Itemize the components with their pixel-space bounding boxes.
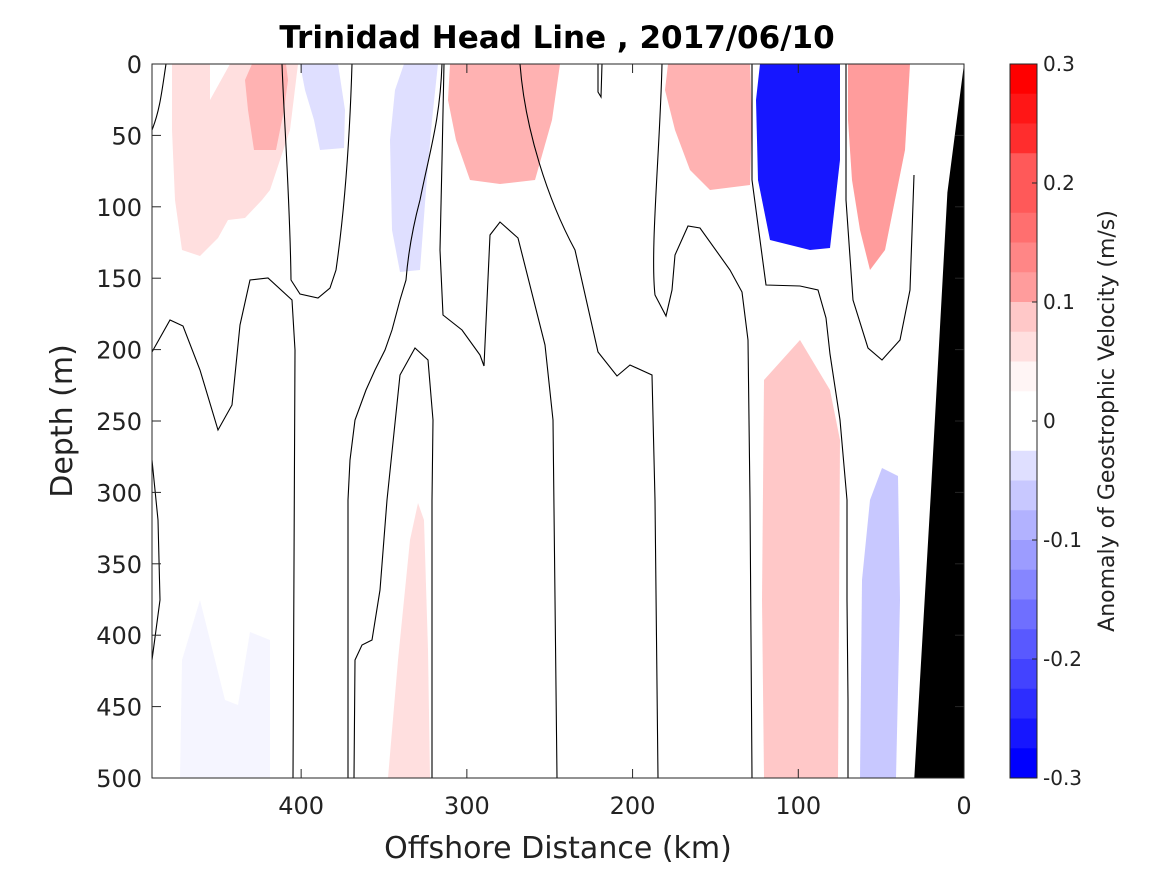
colorbar-segment	[1010, 302, 1037, 333]
colorbar-segment	[1010, 569, 1037, 600]
velocity-region	[762, 340, 840, 778]
zero-contour	[151, 459, 161, 661]
zero-contour	[483, 221, 558, 779]
y-tick-label: 150	[96, 265, 142, 293]
colorbar-tick-label: -0.1	[1043, 528, 1082, 552]
velocity-region	[300, 64, 345, 150]
colorbar-tick-label: 0.1	[1043, 290, 1075, 314]
colorbar-tick-label: 0	[1043, 409, 1056, 433]
colorbar-segment	[1010, 64, 1037, 95]
y-tick-label: 300	[96, 479, 142, 507]
colorbar-tick-label: -0.2	[1043, 647, 1082, 671]
colorbar-segment	[1010, 629, 1037, 660]
zero-contour	[751, 64, 849, 778]
chart-title: Trinidad Head Line , 2017/06/10	[279, 20, 834, 56]
x-axis-label: Offshore Distance (km)	[384, 831, 732, 866]
colorbar-segment	[1010, 242, 1037, 273]
colorbar-segment	[1010, 688, 1037, 719]
colorbar-segment	[1010, 510, 1037, 541]
x-tick-label: 400	[278, 792, 324, 820]
velocity-region	[862, 592, 890, 778]
colorbar-segment	[1010, 599, 1037, 630]
zero-contour	[653, 63, 753, 779]
zero-contour	[597, 63, 603, 99]
colorbar-segment	[1010, 93, 1037, 124]
y-axis-label: Depth (m)	[45, 344, 80, 498]
velocity-region	[388, 503, 430, 778]
zero-contours	[151, 63, 915, 779]
x-tick-label: 0	[956, 792, 971, 820]
velocity-region	[448, 64, 560, 184]
colorbar-segment	[1010, 450, 1037, 481]
plot-area	[151, 63, 965, 779]
velocity-region	[848, 64, 910, 270]
zero-contour	[151, 63, 167, 131]
x-tick-label: 100	[775, 792, 821, 820]
colorbar-segment	[1010, 659, 1037, 690]
zero-contour	[845, 64, 915, 361]
colorbar-segment	[1010, 183, 1037, 214]
zero-contour	[519, 63, 659, 779]
colorbar-label: Anomaly of Geostrophic Velocity (m/s)	[1095, 210, 1120, 632]
colorbar-segment	[1010, 361, 1037, 392]
y-tick-label: 250	[96, 408, 142, 436]
y-tick-label: 0	[127, 51, 142, 79]
colorbar-tick-label: 0.3	[1043, 52, 1075, 76]
bathymetry-seafloor	[914, 64, 964, 778]
zero-contour	[439, 63, 485, 367]
colorbar-segment	[1010, 748, 1037, 779]
y-tick-label: 350	[96, 551, 142, 579]
velocity-region	[180, 600, 270, 778]
y-tick-label: 100	[96, 194, 142, 222]
velocity-region	[255, 72, 272, 112]
zero-contour	[353, 347, 434, 779]
y-tick-label: 500	[96, 765, 142, 793]
colorbar-segment	[1010, 540, 1037, 571]
colorbar-segment	[1010, 421, 1037, 452]
colorbar-segment	[1010, 331, 1037, 362]
x-tick-label: 200	[610, 792, 656, 820]
colorbar-segment	[1010, 391, 1037, 422]
y-tick-label: 200	[96, 337, 142, 365]
velocity-region	[665, 64, 752, 190]
colorbar-segment	[1010, 480, 1037, 511]
colorbar-segment	[1010, 272, 1037, 303]
velocity-region	[390, 64, 438, 272]
colorbar: 0.3 0.2 0.1 0 -0.1 -0.2 -0.3	[1009, 52, 1082, 790]
x-tick-label: 300	[444, 792, 490, 820]
zero-contour	[281, 63, 353, 299]
zero-contour	[347, 63, 443, 778]
colorbar-tick-label: 0.2	[1043, 171, 1075, 195]
velocity-region	[772, 64, 822, 165]
colorbar-segment	[1010, 212, 1037, 243]
colorbar-segment	[1010, 153, 1037, 184]
colorbar-segment	[1010, 718, 1037, 749]
x-axis: 400 300 200 100 0	[278, 64, 972, 820]
y-axis: 0 50 100 150 200 250 300 350 400 450 500	[96, 51, 964, 793]
y-tick-label: 450	[96, 694, 142, 722]
colorbar-tick-label: -0.3	[1043, 766, 1082, 790]
y-tick-label: 400	[96, 622, 142, 650]
colorbar-segment	[1010, 123, 1037, 154]
y-tick-label: 50	[111, 122, 142, 150]
zero-contour	[151, 277, 296, 779]
velocity-regions	[172, 64, 910, 778]
